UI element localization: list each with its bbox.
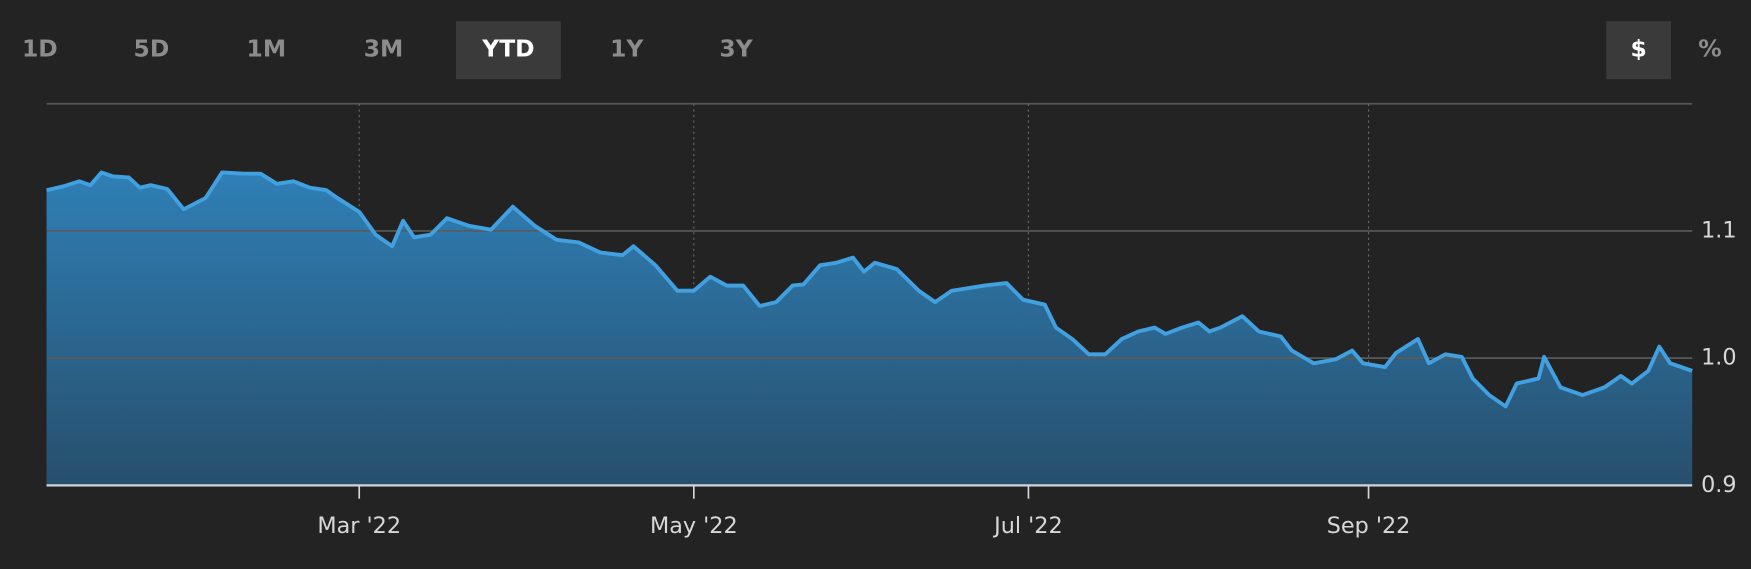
y-tick-label: 1.1 [1701, 217, 1736, 243]
range-button[interactable]: 5D [134, 35, 170, 63]
range-button[interactable]: 1D [22, 35, 58, 63]
y-tick-label: 0.9 [1701, 472, 1736, 498]
x-tick-label: Sep '22 [1327, 513, 1411, 539]
range-button[interactable]: 1Y [610, 35, 644, 63]
range-button[interactable]: 3Y [719, 35, 753, 63]
x-tick-label: Mar '22 [317, 513, 401, 539]
unit-button[interactable]: % [1698, 35, 1721, 63]
range-button[interactable]: 3M [364, 35, 404, 63]
active-unit-bg [1606, 21, 1671, 80]
unit-button[interactable]: $ [1630, 35, 1646, 63]
area-fill [46, 172, 1693, 486]
range-button[interactable]: YTD [481, 35, 534, 63]
price-line [46, 170, 1693, 409]
range-button[interactable]: 1M [247, 35, 287, 63]
x-tick-label: Jul '22 [992, 513, 1063, 539]
x-tick-label: May '22 [650, 513, 738, 539]
y-tick-label: 1.0 [1701, 345, 1736, 371]
active-range-bg [456, 21, 561, 80]
